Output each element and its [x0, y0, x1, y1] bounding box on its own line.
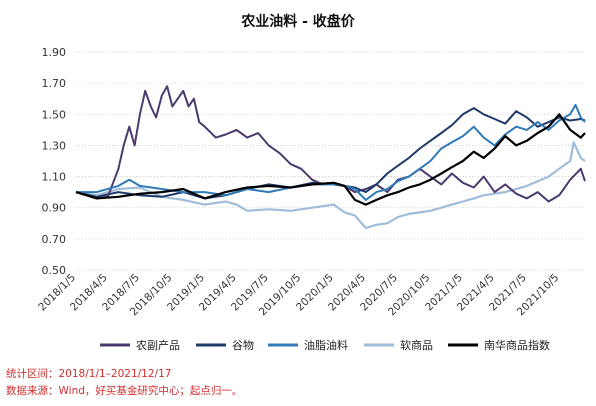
series-lines: [75, 85, 586, 230]
series-line: [75, 113, 586, 206]
y-tick-label: 0.50: [42, 264, 67, 277]
legend-label: 农副产品: [136, 338, 180, 352]
y-tick-label: 0.70: [42, 233, 67, 246]
series-line: [75, 85, 586, 203]
y-axis: 1.90 1.70 1.50 1.30 1.10 0.90 0.70 0.50: [42, 46, 67, 277]
grid: [76, 51, 585, 271]
y-tick-label: 1.90: [42, 46, 67, 59]
series-line: [75, 141, 586, 230]
y-tick-label: 1.70: [42, 77, 67, 90]
x-axis: 2018/1/52018/4/52018/7/52018/10/52019/1/…: [36, 272, 561, 319]
data-source-note: 数据来源：Wind，好买基金研究中心；起点归一。: [6, 385, 243, 397]
legend-label: 南华商品指数: [484, 338, 550, 352]
y-tick-label: 1.50: [42, 108, 67, 121]
y-tick-label: 1.30: [42, 139, 67, 152]
legend-label: 软商品: [400, 338, 433, 352]
legend: 农副产品 谷物 油脂油料 软商品 南华商品指数: [100, 338, 550, 352]
y-tick-label: 1.10: [42, 171, 67, 184]
stat-period-note: 统计区间：2018/1/1–2021/12/17: [6, 368, 172, 380]
y-tick-label: 0.90: [42, 202, 67, 215]
legend-label: 谷物: [232, 338, 254, 352]
chart-title: 农业油料 - 收盘价: [240, 13, 356, 30]
legend-label: 油脂油料: [304, 338, 348, 352]
